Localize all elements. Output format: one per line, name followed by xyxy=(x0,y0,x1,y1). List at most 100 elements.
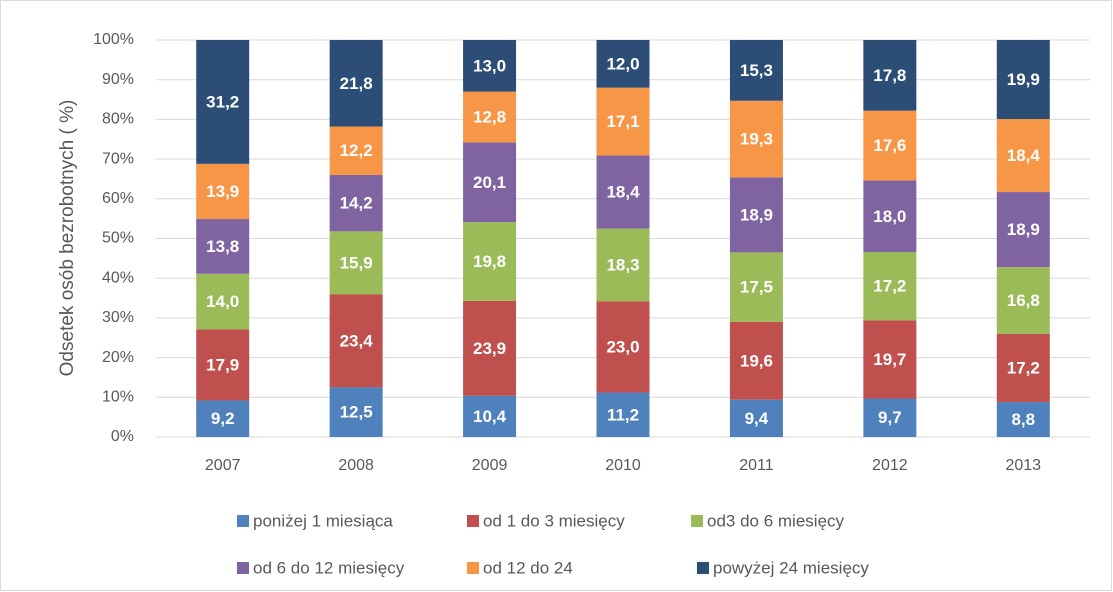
y-axis-title: Odsetek osób bezrobotnych ( %) xyxy=(57,100,78,377)
bar-segment xyxy=(329,40,383,127)
value-label: 19,3 xyxy=(740,130,773,149)
value-label: 15,3 xyxy=(740,61,773,80)
value-label: 17,8 xyxy=(873,66,906,85)
legend-swatch xyxy=(237,515,249,527)
bar-segment xyxy=(596,40,650,88)
x-tick-label: 2009 xyxy=(472,457,508,474)
bar-segment xyxy=(996,267,1050,334)
bar-segment xyxy=(196,219,250,274)
bar-segment xyxy=(996,333,1050,403)
bar-segment xyxy=(463,142,517,223)
value-label: 20,1 xyxy=(473,173,506,192)
value-label: 12,2 xyxy=(340,141,373,160)
value-label: 9,2 xyxy=(211,409,235,428)
bar-segment xyxy=(863,251,917,321)
y-tick-label: 80% xyxy=(102,111,134,128)
bar-segment xyxy=(863,40,917,111)
value-label: 13,8 xyxy=(206,237,239,256)
y-tick-label: 70% xyxy=(102,150,134,167)
bar-segment xyxy=(996,119,1050,193)
value-label: 14,2 xyxy=(340,194,373,213)
bar-segment xyxy=(596,392,650,437)
value-label: 23,9 xyxy=(473,339,506,358)
bar-segment xyxy=(863,398,917,437)
legend-swatch xyxy=(697,562,709,574)
y-tick-label: 100% xyxy=(93,31,134,48)
y-tick-label: 20% xyxy=(102,349,134,366)
bar-segment xyxy=(596,228,650,302)
bar-segment xyxy=(463,395,517,437)
bar-segment xyxy=(196,329,250,401)
bar-segment xyxy=(863,320,917,399)
y-tick-label: 0% xyxy=(111,428,134,445)
value-label: 31,2 xyxy=(206,92,239,111)
bar-segment xyxy=(729,252,783,322)
value-label: 11,2 xyxy=(607,405,639,424)
value-label: 12,0 xyxy=(606,54,639,73)
bar-segment xyxy=(329,387,383,437)
bar-segment xyxy=(596,155,650,229)
y-tick-label: 90% xyxy=(102,71,134,88)
legend-swatch xyxy=(691,515,703,527)
value-label: 18,0 xyxy=(873,207,906,226)
legend-label: od 12 do 24 xyxy=(483,558,573,577)
value-label: 18,4 xyxy=(1007,146,1041,165)
bar-segment xyxy=(329,174,383,232)
y-tick-label: 40% xyxy=(102,269,134,286)
bar-segment xyxy=(996,40,1050,120)
x-tick-label: 2011 xyxy=(739,457,774,474)
x-tick-label: 2012 xyxy=(872,457,908,474)
bar-segment xyxy=(329,294,383,388)
value-label: 14,0 xyxy=(206,292,239,311)
legend-swatch xyxy=(237,562,249,574)
bar-segment xyxy=(996,402,1050,437)
value-label: 21,8 xyxy=(340,74,373,93)
bar-segment xyxy=(196,273,250,330)
value-label: 19,6 xyxy=(740,351,773,370)
value-label: 23,4 xyxy=(340,331,374,350)
value-label: 17,2 xyxy=(1007,358,1040,377)
value-label: 17,5 xyxy=(740,278,773,297)
bar-segment xyxy=(196,40,250,164)
legend-swatch xyxy=(467,515,479,527)
x-tick-label: 2007 xyxy=(205,457,241,474)
value-label: 19,8 xyxy=(473,252,506,271)
bar-segment xyxy=(596,87,650,156)
bar-segment xyxy=(329,126,383,175)
bar-segment xyxy=(463,300,517,396)
bar-segment xyxy=(863,110,917,181)
legend-label: od3 do 6 miesięcy xyxy=(707,511,845,530)
value-label: 19,9 xyxy=(1007,70,1040,89)
bar-segment xyxy=(596,301,650,393)
value-label: 19,7 xyxy=(873,350,906,369)
legend-label: powyżej 24 miesięcy xyxy=(713,558,869,577)
y-tick-label: 60% xyxy=(102,190,134,207)
bar-segment xyxy=(996,192,1050,268)
bar-segment xyxy=(463,40,517,92)
value-label: 23,0 xyxy=(606,337,639,356)
bar-segment xyxy=(729,321,783,400)
value-label: 17,1 xyxy=(606,112,639,131)
legend-label: od 6 do 12 miesięcy xyxy=(253,558,405,577)
bar-segment xyxy=(329,231,383,295)
value-label: 10,4 xyxy=(473,407,507,426)
value-label: 18,9 xyxy=(1007,220,1040,239)
value-label: 13,9 xyxy=(206,182,239,201)
y-tick-label: 10% xyxy=(102,389,134,406)
value-label: 12,5 xyxy=(340,403,373,422)
legend-label: od 1 do 3 miesięcy xyxy=(483,511,625,530)
bar-segment xyxy=(196,400,250,437)
x-tick-label: 2013 xyxy=(1005,457,1041,474)
value-label: 16,8 xyxy=(1007,291,1040,310)
value-label: 13,0 xyxy=(473,56,506,75)
legend-swatch xyxy=(467,562,479,574)
bar-segment xyxy=(729,177,783,253)
x-tick-label: 2008 xyxy=(338,457,374,474)
value-label: 18,4 xyxy=(606,183,640,202)
value-label: 17,6 xyxy=(873,136,906,155)
y-tick-label: 50% xyxy=(102,230,134,247)
y-tick-label: 30% xyxy=(102,309,134,326)
value-label: 18,3 xyxy=(606,255,639,274)
